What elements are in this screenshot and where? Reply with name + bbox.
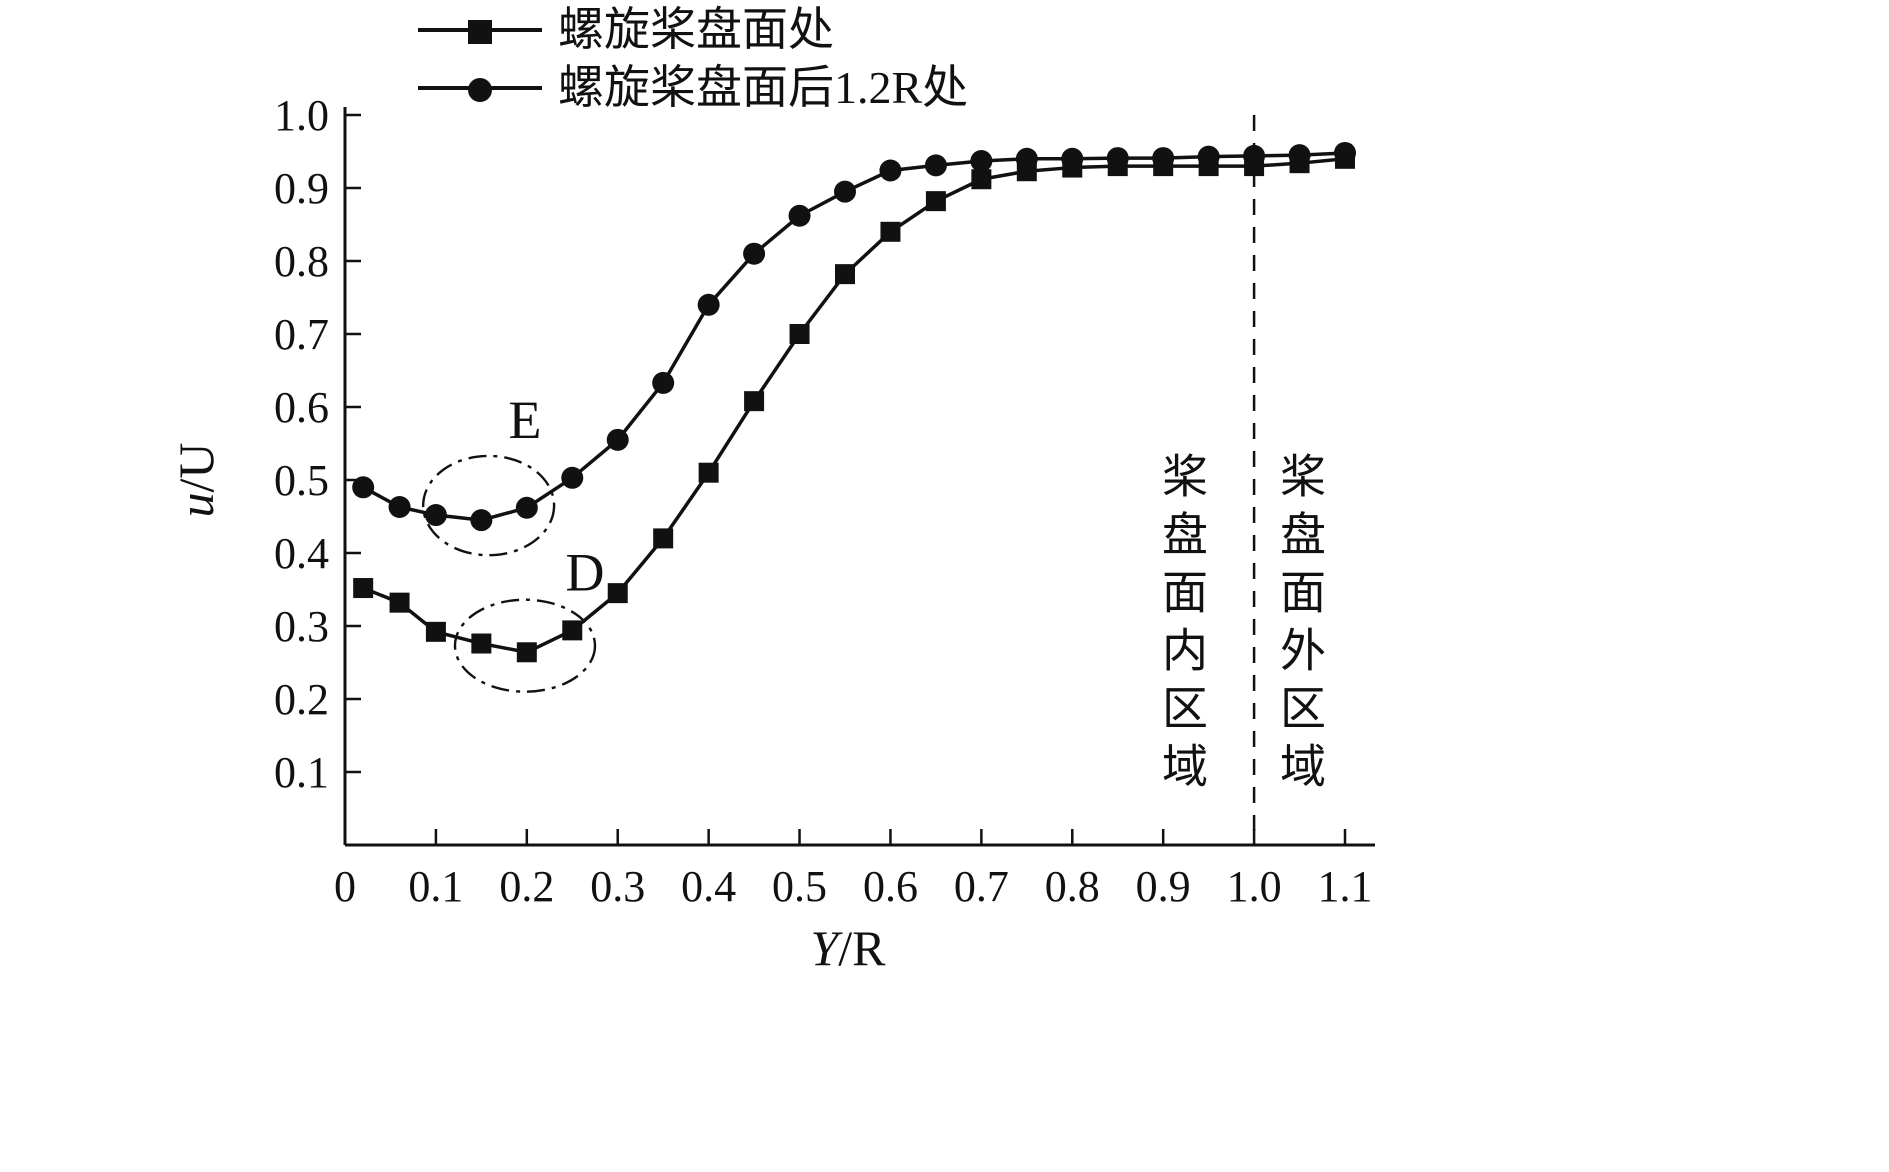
x-tick-label: 0.9 [1136,862,1191,911]
x-tick-label: 0.8 [1045,862,1100,911]
region-label-inside-disk: 桨盘面内区域 [1156,452,1207,800]
region-label-outside-disk: 桨盘面外区域 [1274,452,1325,800]
circle-data-marker [1106,147,1129,170]
annotation-ellipse-D [453,598,597,693]
circle-data-marker [1061,147,1084,170]
circle-data-marker [388,496,411,519]
y-tick-label: 0.1 [274,748,329,797]
svg-text:Y/R: Y/R [810,920,886,976]
circle-data-marker [1334,141,1356,164]
x-tick-label: 0.1 [408,862,463,911]
y-tick-label: 0.9 [274,164,329,213]
square-data-marker [698,462,719,483]
legend-item-disk-plane: 螺旋桨盘面处 [418,2,968,58]
square-data-marker [389,592,410,613]
y-tick-label: 0.4 [274,529,329,578]
y-tick-label: 0.2 [274,675,329,724]
circle-data-marker [970,149,993,172]
legend-label-disk-plane: 螺旋桨盘面处 [558,4,834,55]
square-data-marker [971,169,992,190]
x-tick-label: 0.3 [590,862,645,911]
series-behind-disk [352,141,1356,532]
y-tick-label: 0.8 [274,237,329,286]
y-tick-label: 0.7 [274,310,329,359]
x-tick-label: 1.1 [1318,862,1373,911]
circle-data-marker [515,496,538,519]
square-data-marker [880,221,901,242]
x-axis-title: Y/R [810,920,886,976]
circle-data-marker [652,371,675,394]
annotation-letter-D: D [566,543,605,603]
square-data-marker [789,324,810,344]
annotation-ellipse-E [421,454,556,557]
square-data-marker [925,191,946,212]
circle-data-marker [743,242,766,265]
svg-text:u/U: u/U [168,443,224,518]
x-tick-label: 0.7 [954,862,1009,911]
y-axis-title: u/U [168,443,224,518]
legend-item-behind-disk: 螺旋桨盘面后1.2R处 [418,60,968,116]
circle-marker-icon [468,78,492,102]
circle-data-marker [352,476,375,499]
circle-data-marker [924,154,947,177]
square-data-marker [353,578,374,599]
circle-data-marker [834,180,856,203]
circle-data-marker [879,159,902,182]
x-tick-label: 0.4 [681,862,736,911]
legend-line-circle-series [418,78,542,102]
y-tick-label: 1.0 [274,91,329,140]
square-data-marker [744,391,765,412]
y-tick-label: 0.6 [274,383,329,432]
y-tick-label: 0.3 [274,602,329,651]
circle-data-marker [1243,144,1266,167]
y-axis-ticks: 0.1 0.2 0.3 0.4 0.5 0.6 0.7 0.8 0.9 1.0 [274,91,361,797]
legend-line-square-series [418,20,542,44]
circle-data-marker [561,466,584,489]
circle-data-marker [1197,145,1220,168]
square-data-marker [562,620,583,641]
square-data-marker [653,528,674,549]
legend: 螺旋桨盘面处 螺旋桨盘面后1.2R处 [418,2,968,116]
x-tick-label: 0.5 [772,862,827,911]
circle-data-marker [697,293,720,316]
x-tick-label: 0 [334,862,356,911]
square-marker-icon [468,20,492,44]
axes [343,107,1375,847]
circle-data-marker [1288,144,1311,167]
annotation-letter-E: E [509,390,542,450]
circle-data-marker [1015,147,1038,170]
legend-label-behind-disk: 螺旋桨盘面后1.2R处 [558,62,969,113]
circle-data-marker [1152,147,1175,170]
square-data-marker [835,264,855,285]
circle-data-marker [788,204,811,227]
x-tick-label: 1.0 [1227,862,1282,911]
circle-data-marker [424,504,447,527]
x-tick-label: 0.2 [499,862,554,911]
circle-data-marker [470,509,493,532]
circle-data-marker [606,428,629,451]
x-tick-label: 0.6 [863,862,918,911]
series-disk-plane [353,148,1355,663]
square-data-marker [516,642,537,663]
annotations: ED [421,390,605,693]
square-data-marker [607,583,628,604]
square-data-marker [425,621,446,642]
y-tick-label: 0.5 [274,456,329,505]
x-axis-ticks: 0 0.1 0.2 0.3 0.4 0.5 0.6 0.7 0.8 0.9 1.0 1.1 [334,829,1373,911]
square-data-marker [471,633,492,654]
